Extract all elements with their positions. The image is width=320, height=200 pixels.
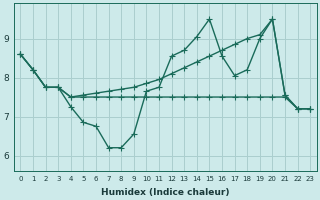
X-axis label: Humidex (Indice chaleur): Humidex (Indice chaleur) xyxy=(101,188,229,197)
